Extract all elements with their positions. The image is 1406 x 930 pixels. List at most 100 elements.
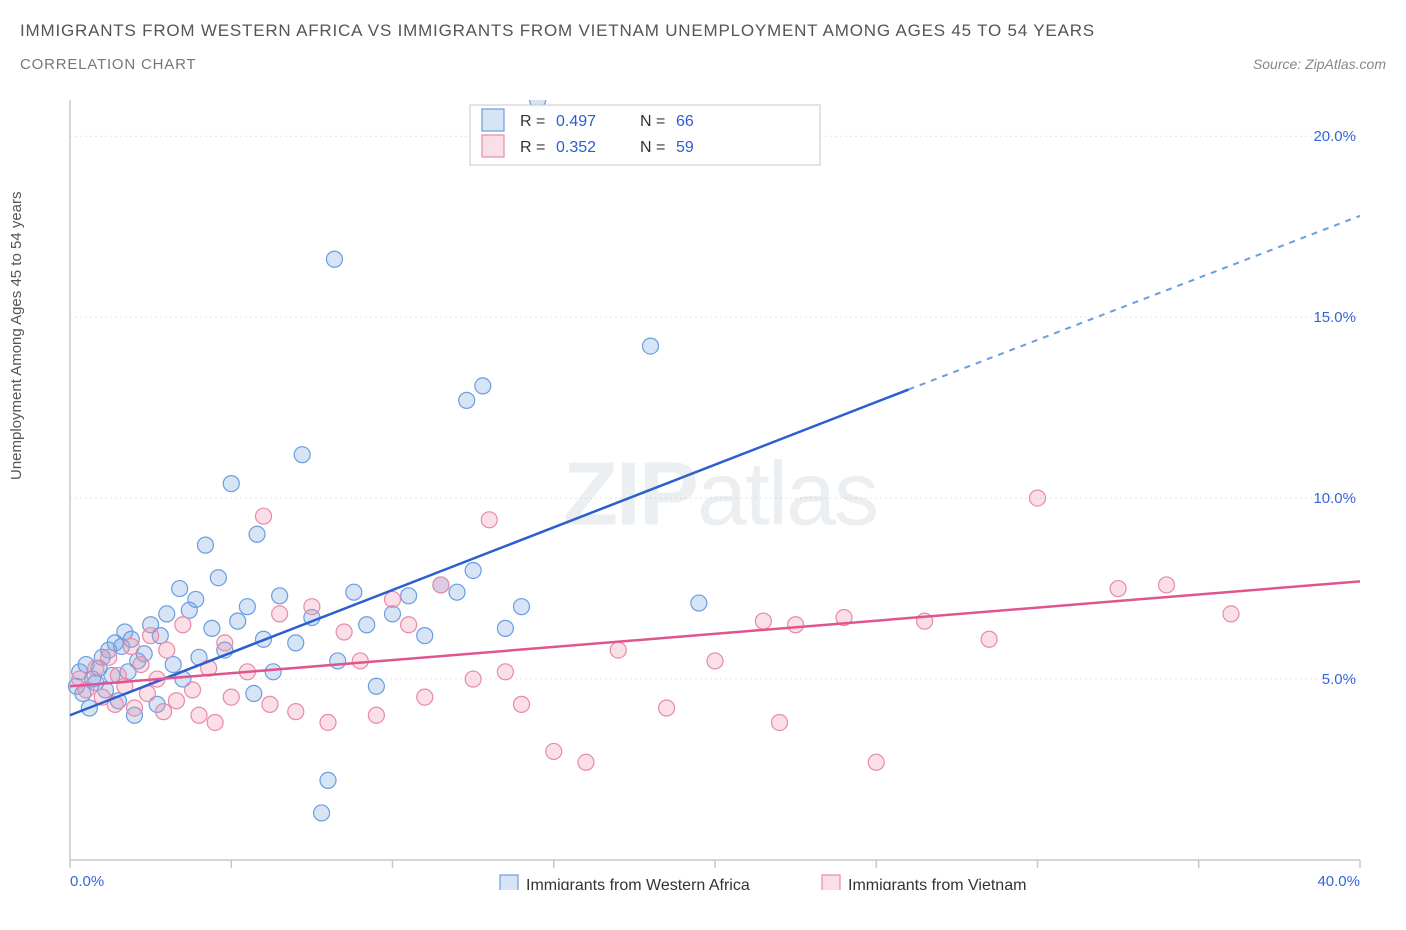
data-point	[239, 599, 255, 615]
data-point	[368, 707, 384, 723]
data-point	[304, 599, 320, 615]
data-point	[330, 653, 346, 669]
data-point	[352, 653, 368, 669]
data-point	[336, 624, 352, 640]
y-axis-label: Unemployment Among Ages 45 to 54 years	[8, 191, 25, 480]
data-point	[788, 617, 804, 633]
data-point	[88, 660, 104, 676]
data-point	[475, 378, 491, 394]
data-point	[165, 657, 181, 673]
data-point	[368, 678, 384, 694]
data-point	[659, 700, 675, 716]
data-point	[514, 696, 530, 712]
data-point	[326, 251, 342, 267]
data-point	[755, 613, 771, 629]
data-point	[610, 642, 626, 658]
svg-text:N =: N =	[640, 113, 665, 130]
data-point	[288, 635, 304, 651]
svg-text:Immigrants from Vietnam: Immigrants from Vietnam	[848, 877, 1026, 890]
data-point	[188, 591, 204, 607]
data-point	[262, 696, 278, 712]
data-point	[191, 707, 207, 723]
data-point	[417, 628, 433, 644]
data-point	[465, 562, 481, 578]
svg-text:0.0%: 0.0%	[70, 873, 104, 890]
svg-text:Immigrants from Western Africa: Immigrants from Western Africa	[526, 877, 750, 890]
data-point	[401, 617, 417, 633]
page-title: IMMIGRANTS FROM WESTERN AFRICA VS IMMIGR…	[20, 18, 1386, 44]
svg-text:N =: N =	[640, 139, 665, 156]
data-point	[217, 635, 233, 651]
data-point	[197, 537, 213, 553]
data-point	[981, 631, 997, 647]
data-point	[133, 657, 149, 673]
svg-text:15.0%: 15.0%	[1313, 309, 1356, 326]
data-point	[417, 689, 433, 705]
svg-text:59: 59	[676, 139, 694, 156]
svg-text:40.0%: 40.0%	[1317, 873, 1360, 890]
data-point	[449, 584, 465, 600]
svg-text:0.352: 0.352	[556, 139, 596, 156]
data-point	[256, 508, 272, 524]
data-point	[265, 664, 281, 680]
chart-area: ZIPatlas 0.0%40.0%5.0%10.0%15.0%20.0%R =…	[60, 100, 1380, 890]
data-point	[497, 664, 513, 680]
data-point	[868, 754, 884, 770]
data-point	[223, 689, 239, 705]
data-point	[401, 588, 417, 604]
data-point	[210, 570, 226, 586]
data-point	[272, 588, 288, 604]
data-point	[123, 638, 139, 654]
data-point	[481, 512, 497, 528]
data-point	[223, 476, 239, 492]
data-point	[546, 743, 562, 759]
data-point	[359, 617, 375, 633]
svg-text:5.0%: 5.0%	[1322, 671, 1356, 688]
data-point	[320, 714, 336, 730]
data-point	[175, 617, 191, 633]
page-subtitle: CORRELATION CHART	[20, 56, 196, 73]
data-point	[246, 686, 262, 702]
data-point	[346, 584, 362, 600]
data-point	[204, 620, 220, 636]
data-point	[159, 642, 175, 658]
data-point	[320, 772, 336, 788]
data-point	[772, 714, 788, 730]
data-point	[643, 338, 659, 354]
data-point	[433, 577, 449, 593]
scatter-chart: 0.0% 40.0% 5.0% 10.0% 15.0% 20.0% R = 0.497 N =…	[60, 100, 1380, 890]
data-point	[385, 606, 401, 622]
data-point	[1030, 490, 1046, 506]
data-point	[314, 805, 330, 821]
data-point	[385, 591, 401, 607]
data-point	[1223, 606, 1239, 622]
data-point	[465, 671, 481, 687]
data-point	[207, 714, 223, 730]
data-point	[272, 606, 288, 622]
svg-text:20.0%: 20.0%	[1313, 128, 1356, 145]
legend-series: Immigrants from Western Africa Immigrants…	[500, 875, 1026, 890]
data-point	[159, 606, 175, 622]
data-point	[514, 599, 530, 615]
svg-text:10.0%: 10.0%	[1313, 490, 1356, 507]
data-point	[156, 704, 172, 720]
data-point	[578, 754, 594, 770]
data-point	[168, 693, 184, 709]
data-point	[101, 649, 117, 665]
data-point	[497, 620, 513, 636]
data-point	[249, 526, 265, 542]
svg-text:66: 66	[676, 113, 694, 130]
data-point	[288, 704, 304, 720]
svg-text:R =: R =	[520, 139, 545, 156]
source-label: Source: ZipAtlas.com	[1253, 56, 1386, 72]
data-point	[143, 628, 159, 644]
trend-line	[70, 390, 909, 716]
data-point	[230, 613, 246, 629]
data-point	[1159, 577, 1175, 593]
data-point	[185, 682, 201, 698]
trend-line-extrapolated	[909, 216, 1361, 390]
legend-stats: R = 0.497N = 66R = 0.352N = 59	[470, 105, 820, 165]
data-point	[294, 447, 310, 463]
data-point	[172, 581, 188, 597]
svg-text:0.497: 0.497	[556, 113, 596, 130]
